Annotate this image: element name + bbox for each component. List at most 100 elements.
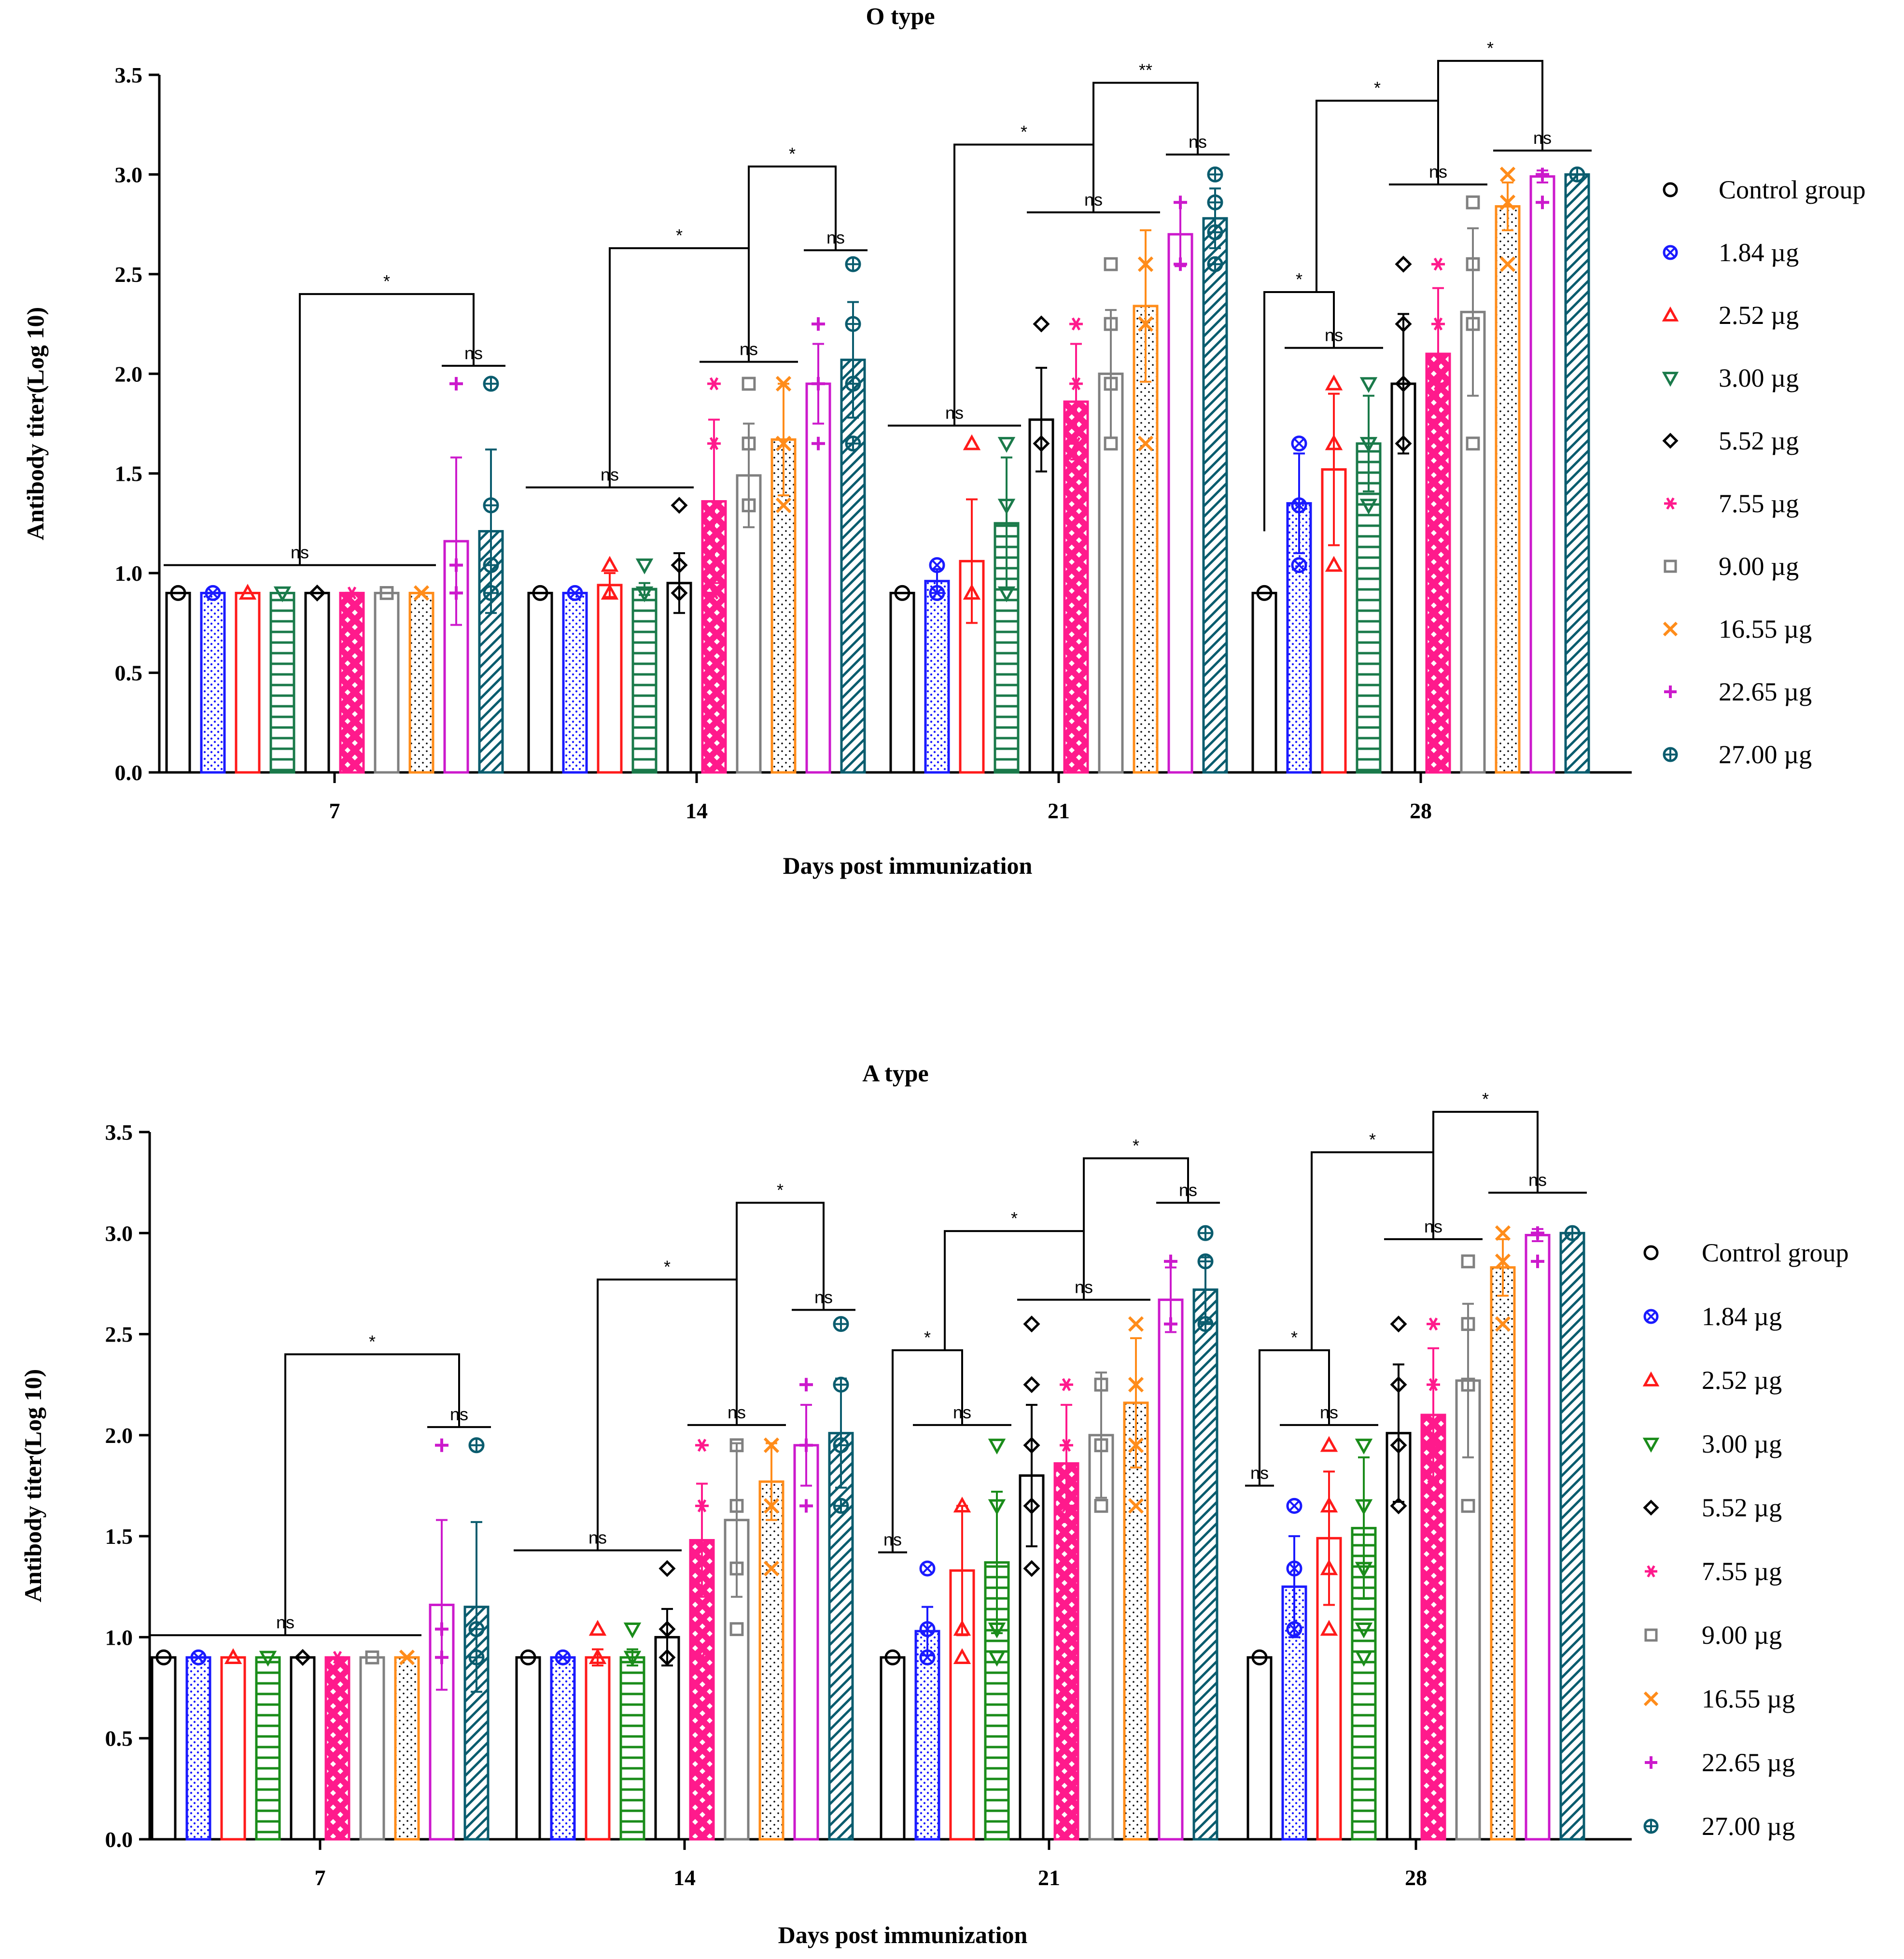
data-point bbox=[170, 585, 186, 601]
y-tick-label: 3.0 bbox=[115, 162, 143, 187]
significance-bracket bbox=[1092, 82, 1199, 155]
legend-item: 3.00 µg bbox=[1662, 364, 1799, 392]
error-bar bbox=[966, 498, 978, 624]
legend-item: 22.65 µg bbox=[1645, 1748, 1795, 1777]
data-point bbox=[413, 585, 430, 601]
bar bbox=[1098, 372, 1124, 774]
bar bbox=[1123, 1401, 1149, 1841]
data-point bbox=[729, 1498, 744, 1513]
bar bbox=[1490, 1266, 1516, 1841]
bar bbox=[1425, 352, 1451, 774]
y-tick-label: 1.5 bbox=[105, 1524, 133, 1549]
data-point bbox=[238, 584, 257, 600]
error-bar bbox=[708, 419, 720, 584]
bar bbox=[880, 1656, 906, 1841]
legend-label: 9.00 µg bbox=[1719, 552, 1799, 581]
bar bbox=[597, 584, 623, 774]
data-point bbox=[1104, 377, 1118, 391]
significance-bracket bbox=[1263, 291, 1335, 532]
bar bbox=[165, 591, 191, 774]
data-point bbox=[1291, 435, 1307, 452]
data-point bbox=[205, 585, 221, 601]
bar bbox=[324, 1656, 350, 1841]
data-point bbox=[588, 1620, 607, 1636]
error-bar bbox=[1036, 366, 1047, 473]
bar bbox=[1356, 442, 1382, 774]
legend-item: 9.00 µg bbox=[1664, 552, 1799, 581]
data-point bbox=[1355, 1562, 1373, 1578]
legend-label: 22.65 µg bbox=[1719, 677, 1812, 706]
data-point bbox=[1355, 1439, 1373, 1455]
data-point bbox=[1104, 436, 1118, 451]
data-point bbox=[331, 1651, 344, 1664]
error-bar bbox=[1323, 1470, 1335, 1606]
data-point bbox=[775, 497, 792, 513]
y-tick-label: 2.0 bbox=[115, 362, 143, 386]
significance-label: * bbox=[664, 1257, 671, 1277]
legend-label: 22.65 µg bbox=[1702, 1748, 1795, 1777]
data-point bbox=[1359, 499, 1378, 515]
error-bar bbox=[1288, 1535, 1300, 1638]
data-point bbox=[919, 1649, 936, 1665]
x-axis-label: Days post immunization bbox=[778, 1921, 1028, 1948]
significance-label: * bbox=[1374, 78, 1381, 98]
data-point bbox=[919, 1560, 936, 1577]
error-bar bbox=[1293, 452, 1305, 554]
significance-label: * bbox=[1291, 1328, 1298, 1347]
data-point bbox=[1286, 1621, 1302, 1637]
bar bbox=[585, 1656, 611, 1841]
data-point bbox=[845, 376, 861, 392]
data-point bbox=[742, 498, 756, 513]
data-point bbox=[1094, 1377, 1108, 1392]
data-point bbox=[1499, 256, 1516, 272]
significance-bracket bbox=[1083, 1157, 1189, 1231]
data-point bbox=[468, 1437, 485, 1454]
legend-item: 7.55 µg bbox=[1664, 489, 1799, 518]
data-point bbox=[483, 585, 499, 601]
data-point bbox=[1128, 1498, 1144, 1514]
data-point bbox=[635, 586, 654, 602]
data-point bbox=[1069, 437, 1083, 450]
bar bbox=[1028, 418, 1054, 774]
bar bbox=[304, 591, 330, 774]
bar bbox=[889, 591, 915, 774]
data-point bbox=[1320, 1620, 1338, 1636]
error-bar bbox=[673, 552, 685, 614]
data-point bbox=[1023, 1497, 1040, 1514]
data-point bbox=[775, 376, 792, 392]
legend: Control group 1.84 µg 2.52 µg 3.00 µg 5.52 µ… bbox=[1642, 1238, 1849, 1841]
data-point bbox=[449, 558, 463, 572]
significance-bracket bbox=[944, 1230, 1085, 1351]
bar bbox=[1251, 591, 1277, 774]
data-point bbox=[1495, 1225, 1511, 1241]
legend-item: 5.52 µg bbox=[1643, 1493, 1782, 1522]
bar bbox=[1529, 175, 1555, 774]
y-tick-label: 1.0 bbox=[105, 1625, 133, 1650]
data-point bbox=[799, 1378, 813, 1392]
legend-item: 5.52 µg bbox=[1662, 426, 1799, 455]
data-point bbox=[1137, 256, 1154, 272]
x-tick-label: 7 bbox=[315, 1865, 326, 1890]
data-point bbox=[845, 256, 861, 272]
error-bar bbox=[1398, 313, 1409, 455]
data-point bbox=[1359, 437, 1378, 453]
data-point bbox=[1207, 194, 1223, 210]
data-point bbox=[345, 587, 359, 600]
error-bar bbox=[1428, 1347, 1439, 1483]
bar bbox=[255, 1656, 281, 1841]
significance-label: * bbox=[1011, 1208, 1018, 1228]
bar bbox=[1246, 1656, 1273, 1841]
data-point bbox=[671, 557, 688, 574]
data-point bbox=[1390, 1437, 1407, 1454]
data-point bbox=[953, 1620, 971, 1636]
data-point bbox=[520, 1649, 536, 1665]
data-point bbox=[623, 1622, 642, 1638]
x-tick-label: 21 bbox=[1038, 1865, 1060, 1890]
data-point bbox=[1564, 1225, 1581, 1241]
data-point bbox=[997, 499, 1016, 515]
significance-label: * bbox=[383, 271, 390, 291]
legend-label: 5.52 µg bbox=[1702, 1493, 1782, 1522]
data-point bbox=[468, 1621, 485, 1637]
significance-bracket bbox=[1437, 60, 1543, 151]
data-point bbox=[799, 1438, 813, 1452]
